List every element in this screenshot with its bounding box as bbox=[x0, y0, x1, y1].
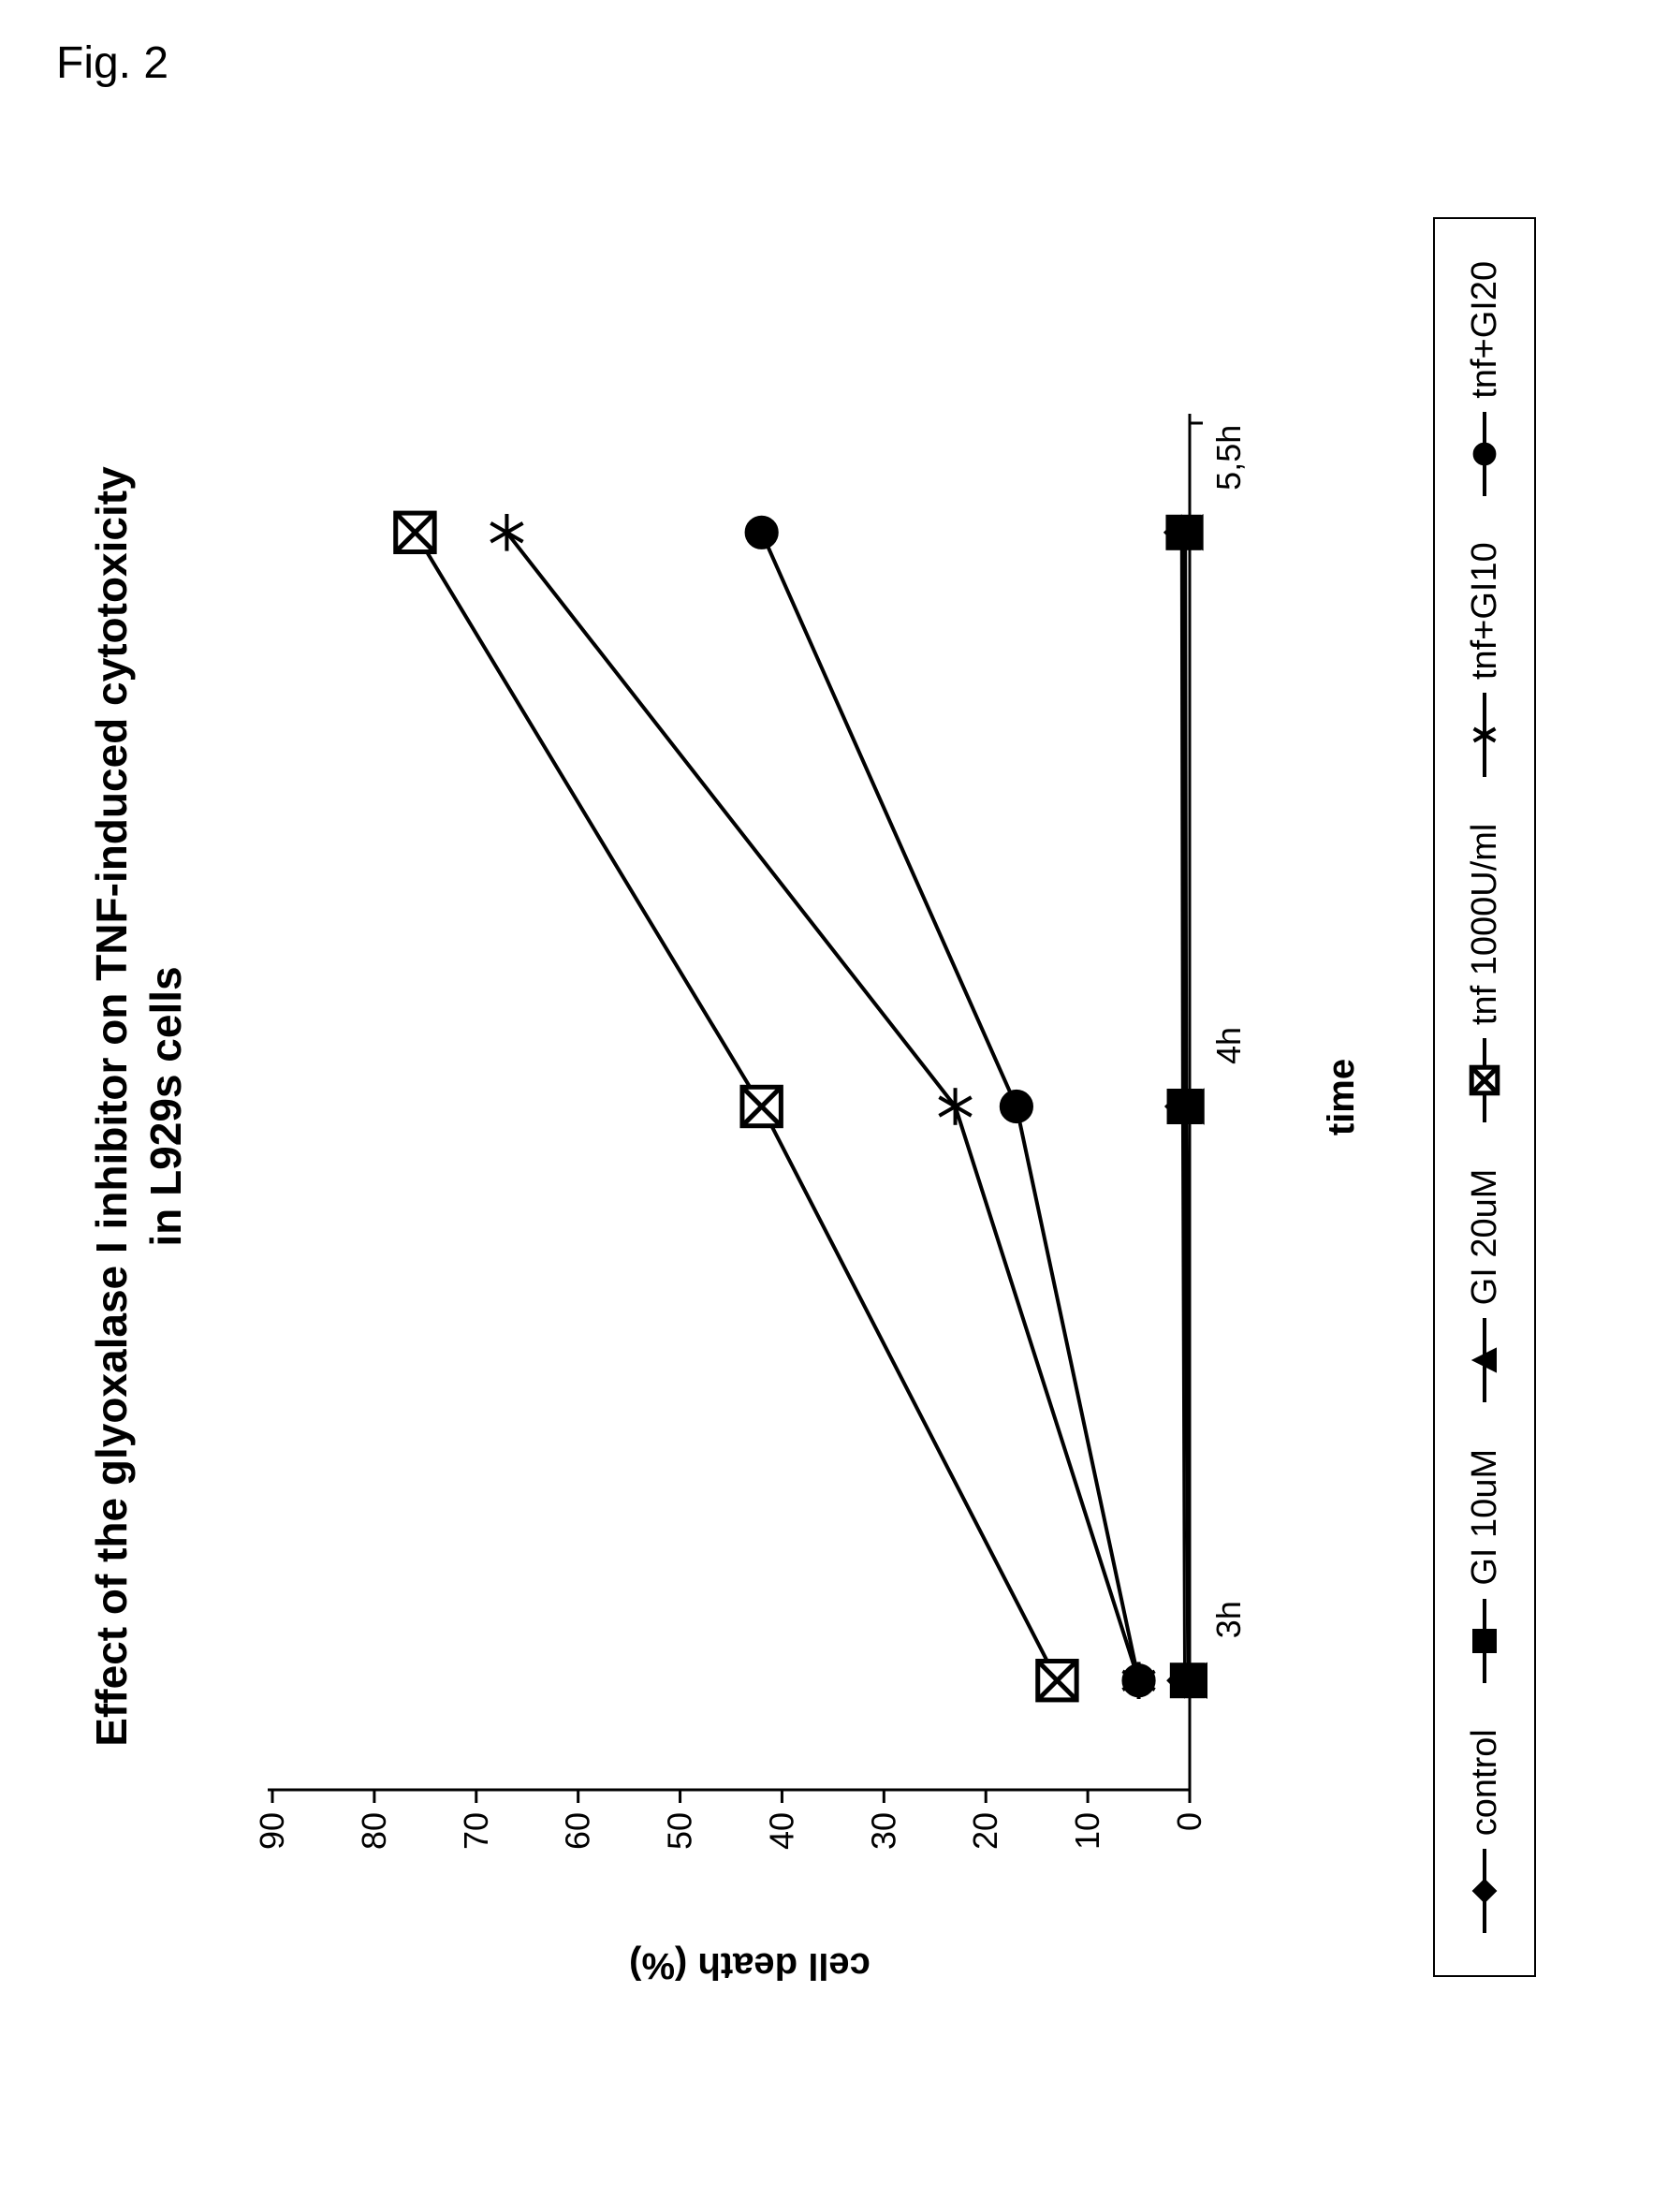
legend-label: tnf+GI20 bbox=[1465, 260, 1505, 398]
legend-label: GI 20uM bbox=[1465, 1168, 1505, 1305]
series-tnf-1000U/ml bbox=[396, 513, 1076, 1700]
y-tick-label: 0 bbox=[1170, 1812, 1208, 1831]
y-tick-label: 80 bbox=[355, 1812, 393, 1850]
legend-marker-square bbox=[1466, 1598, 1503, 1682]
chart-title: Effect of the glyoxalase I inhibitor on … bbox=[85, 124, 193, 2089]
chart-title-line1: Effect of the glyoxalase I inhibitor on … bbox=[87, 466, 136, 1746]
legend-marker-triangle bbox=[1466, 1318, 1503, 1402]
y-axis-label: cell death (%) bbox=[254, 1944, 1246, 1986]
legend-item: GI 20uM bbox=[1465, 1168, 1505, 1402]
x-axis-label: time bbox=[1321, 348, 1363, 1846]
y-tick-label: 60 bbox=[559, 1812, 597, 1850]
legend-label: tnf 1000U/ml bbox=[1465, 823, 1505, 1024]
series-tnf+GI20 bbox=[746, 516, 1155, 1696]
series-GI-20uM bbox=[1169, 515, 1207, 1696]
rotated-content: Effect of the glyoxalase I inhibitor on … bbox=[85, 124, 1583, 2089]
legend-marker-diamond bbox=[1466, 1849, 1503, 1933]
legend-marker-circle bbox=[1466, 411, 1503, 495]
y-tick-label: 20 bbox=[966, 1812, 1004, 1850]
legend-item: tnf 1000U/ml bbox=[1465, 823, 1505, 1121]
legend-label: tnf+GI10 bbox=[1465, 542, 1505, 680]
legend-item: tnf+GI10 bbox=[1465, 542, 1505, 777]
series-tnf+GI10 bbox=[490, 514, 1154, 1699]
y-tick-label: 30 bbox=[864, 1812, 902, 1850]
y-tick-label: 70 bbox=[457, 1812, 495, 1850]
legend-item: GI 10uM bbox=[1465, 1448, 1505, 1682]
plot-svg: 01020304050607080903h4h5,5h bbox=[254, 348, 1246, 1846]
legend-item: control bbox=[1465, 1729, 1505, 1933]
x-tick-label: 4h bbox=[1209, 1026, 1248, 1063]
y-tick-label: 40 bbox=[762, 1812, 800, 1850]
legend-marker-asterisk bbox=[1466, 693, 1503, 777]
legend-marker-box-x bbox=[1466, 1038, 1503, 1122]
x-tick-label: 5,5h bbox=[1209, 424, 1248, 490]
legend-label: GI 10uM bbox=[1465, 1448, 1505, 1585]
y-tick-label: 50 bbox=[661, 1812, 699, 1850]
page: Fig. 2 Effect of the glyoxalase I inhibi… bbox=[0, 0, 1668, 2212]
chart-title-line2: in L929s cells bbox=[141, 966, 190, 1246]
legend: control GI 10uM GI 20uM tnf 1000U/ml tnf+GI1… bbox=[1433, 217, 1536, 1977]
chart-block: Effect of the glyoxalase I inhibitor on … bbox=[85, 124, 1583, 2089]
y-tick-label: 10 bbox=[1068, 1812, 1106, 1850]
x-tick-label: 3h bbox=[1209, 1601, 1248, 1638]
legend-label: control bbox=[1465, 1729, 1505, 1836]
y-tick-label: 90 bbox=[253, 1812, 291, 1850]
legend-item: tnf+GI20 bbox=[1465, 260, 1505, 495]
figure-label: Fig. 2 bbox=[56, 37, 168, 89]
plot-area: 01020304050607080903h4h5,5h bbox=[254, 348, 1246, 1846]
